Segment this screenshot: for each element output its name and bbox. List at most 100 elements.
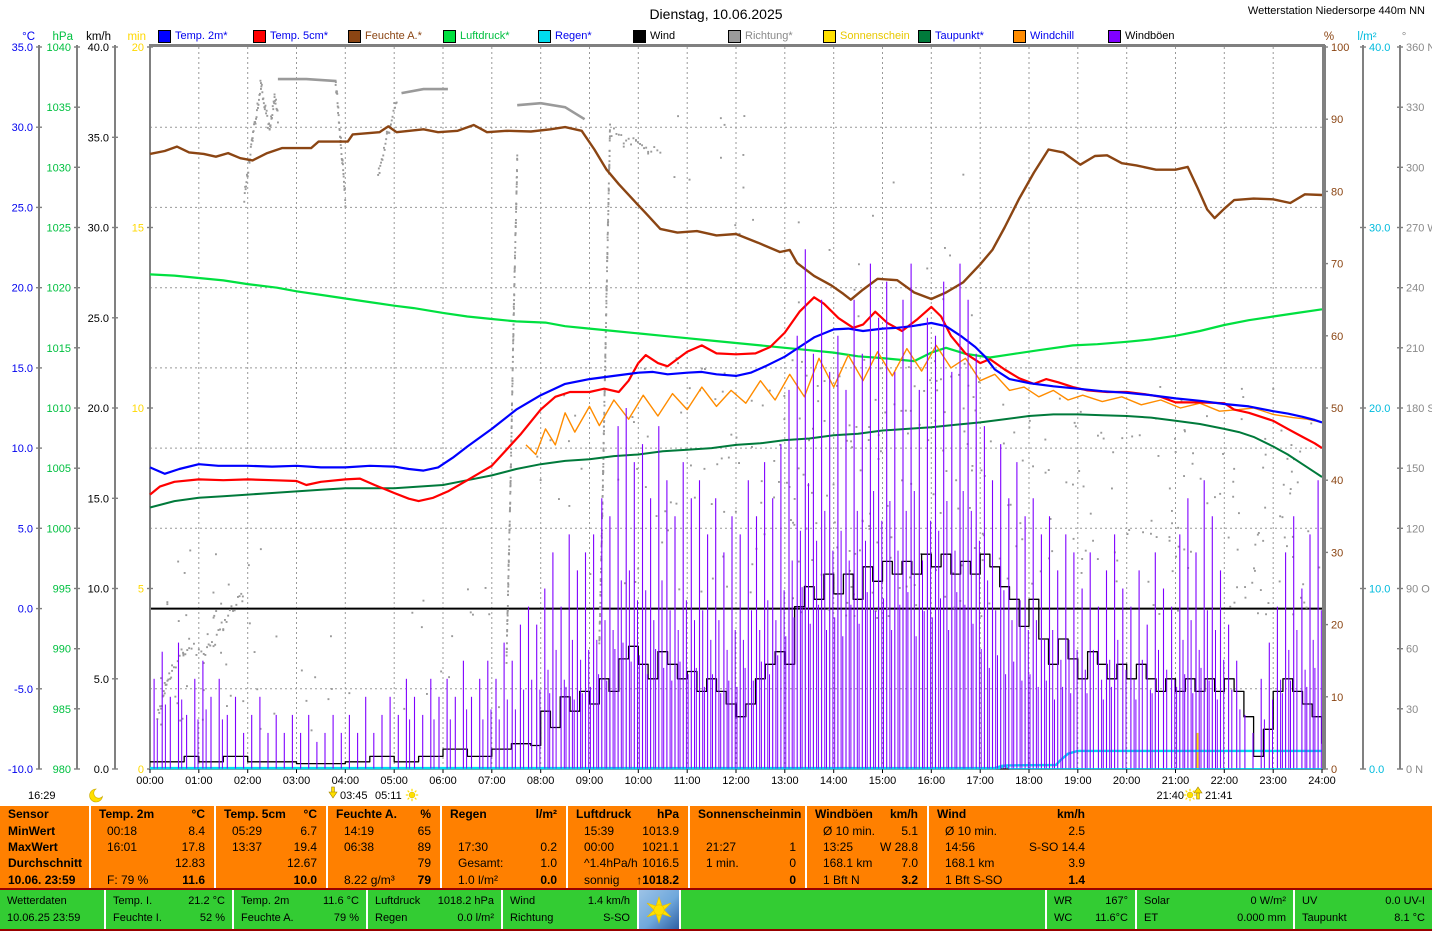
legend-item-feuchte-a[interactable]: Feuchte A.*	[348, 29, 443, 43]
legend-item-sonnenschein[interactable]: Sonnenschein	[823, 29, 918, 43]
status-label: WC	[1054, 912, 1073, 925]
status-label: Temp. I.	[113, 894, 153, 907]
status-label: WR	[1054, 894, 1073, 907]
status-cell-uv: UV 0.0 UV-I Taupunkt 8.1 °C	[1293, 890, 1432, 929]
svg-text:20: 20	[1331, 620, 1343, 632]
svg-text:0.0: 0.0	[94, 764, 109, 776]
svg-text:20.0: 20.0	[12, 283, 33, 295]
table-row: 06:38 89	[328, 839, 440, 855]
svg-text:04:00: 04:00	[332, 775, 360, 787]
svg-text:18:00: 18:00	[1015, 775, 1043, 787]
svg-text:80: 80	[1331, 186, 1343, 198]
svg-text:1035: 1035	[47, 102, 71, 114]
table-row: sonnig ↑1018.2	[568, 872, 688, 888]
legend-swatch-icon	[253, 29, 266, 43]
status-label: 10.06.25 23:59	[7, 912, 81, 925]
status-value: 11.6°C	[1095, 912, 1128, 925]
cell-label: 14:56	[945, 839, 976, 854]
status-label: Feuchte A.	[241, 912, 294, 925]
stats-table: Sensor MinWert MaxWert Durchschnitt 10.06. 2…	[0, 806, 1432, 890]
svg-text:13:00: 13:00	[771, 775, 799, 787]
svg-text:15:00: 15:00	[869, 775, 897, 787]
svg-text:19:00: 19:00	[1064, 775, 1092, 787]
legend-item-windchill[interactable]: Windchill	[1013, 29, 1108, 43]
status-value: 1018.2 hPa	[437, 894, 494, 907]
column-unit: min	[780, 807, 802, 822]
svg-text:1010: 1010	[47, 403, 71, 415]
column-unit: km/h	[889, 807, 918, 822]
legend-item-temp-5cm[interactable]: Temp. 5cm*	[253, 29, 348, 43]
status-value: 0.0 UV-I	[1385, 894, 1425, 907]
svg-text:17:00: 17:00	[966, 775, 994, 787]
table-row-label: Durchschnitt	[8, 856, 83, 871]
svg-text:20.0: 20.0	[88, 403, 109, 415]
legend-item-richtung[interactable]: Richtung*	[728, 29, 823, 43]
svg-text:-5.0: -5.0	[14, 684, 33, 696]
legend-swatch-icon	[538, 29, 551, 43]
cell-label: 1 Bft S-SO	[945, 872, 1003, 887]
weather-condition-sun-icon	[639, 890, 681, 929]
table-row: Ø 10 min. 2.5	[929, 822, 1094, 838]
svg-text:1005: 1005	[47, 463, 71, 475]
svg-text:980: 980	[53, 764, 71, 776]
svg-text:10:00: 10:00	[625, 775, 653, 787]
legend-item-luftdruck[interactable]: Luftdruck*	[443, 29, 538, 43]
svg-text:30.0: 30.0	[1369, 223, 1390, 235]
svg-text:35.0: 35.0	[12, 42, 33, 54]
legend-item-temp-2m[interactable]: Temp. 2m*	[158, 29, 253, 43]
cell-label: 15:39	[584, 823, 615, 838]
status-label: ET	[1144, 912, 1159, 925]
svg-text:21:41: 21:41	[1205, 790, 1233, 802]
svg-text:995: 995	[53, 584, 71, 596]
status-cell-wr: WR 167° WC 11.6°C	[1045, 890, 1135, 929]
svg-text:985: 985	[53, 704, 71, 716]
cell-value: 3.2	[901, 872, 918, 887]
column-name: Feuchte A.	[336, 807, 397, 822]
status-label: Taupunkt	[1302, 912, 1347, 925]
cell-value: 10.0	[293, 872, 317, 887]
table-row: Ø 10 min. 5.1	[807, 822, 927, 838]
svg-text:l/m²: l/m²	[1357, 31, 1376, 43]
status-value: 8.1 °C	[1394, 912, 1425, 925]
legend-label: Windböen	[1125, 30, 1175, 42]
status-label: Wind	[510, 894, 536, 907]
table-row: 21:27 1	[690, 839, 805, 855]
table-column-temp-2m: Temp. 2m °C 00:18 8.4 16:01 17.8 12.83 F: 79 % 1…	[89, 806, 214, 888]
svg-text:50: 50	[1331, 403, 1343, 415]
status-value: S-SO	[603, 912, 630, 925]
svg-text:03:00: 03:00	[283, 775, 311, 787]
svg-text:05:11: 05:11	[375, 790, 402, 802]
column-name: Regen	[450, 807, 487, 822]
svg-text:15.0: 15.0	[12, 363, 33, 375]
legend-item-wind[interactable]: Wind	[633, 29, 728, 43]
svg-text:40: 40	[1331, 475, 1343, 487]
status-cell-wetterdaten: Wetterdaten 10.06.25 23:59	[0, 890, 106, 929]
legend-item-windb-en[interactable]: Windböen	[1108, 29, 1203, 43]
svg-text:10.0: 10.0	[12, 443, 33, 455]
cell-value: 1021.1	[642, 839, 679, 854]
table-row: 14:56 S-SO 14.4	[929, 839, 1094, 855]
table-row: 168.1 km 7.0	[807, 855, 927, 871]
svg-text:1020: 1020	[47, 283, 71, 295]
svg-text:16:00: 16:00	[918, 775, 946, 787]
legend-label: Temp. 2m*	[175, 30, 228, 42]
table-row: 15:39 1013.9	[568, 822, 688, 838]
legend-label: Taupunkt*	[935, 30, 984, 42]
cell-label: 00:00	[584, 839, 615, 854]
table-row: 168.1 km 3.9	[929, 855, 1094, 871]
page-title: Dienstag, 10.06.2025	[649, 6, 783, 22]
svg-text:1030: 1030	[47, 162, 71, 174]
svg-text:300: 300	[1406, 162, 1424, 174]
svg-text:60: 60	[1331, 331, 1343, 343]
legend-swatch-icon	[1108, 29, 1121, 43]
legend: Temp. 2m* Temp. 5cm* Feuchte A.* Luftdruck*…	[158, 29, 1203, 43]
cell-value: 3.9	[1068, 856, 1085, 871]
cell-label: 14:19	[344, 823, 375, 838]
table-filler	[1094, 806, 1432, 888]
legend-item-taupunkt[interactable]: Taupunkt*	[918, 29, 1013, 43]
cell-value: 0	[789, 872, 796, 887]
cell-label: 13:25	[823, 839, 854, 854]
svg-text:hPa: hPa	[53, 31, 74, 43]
legend-item-regen[interactable]: Regen*	[538, 29, 633, 43]
cell-value: 19.4	[293, 839, 317, 854]
